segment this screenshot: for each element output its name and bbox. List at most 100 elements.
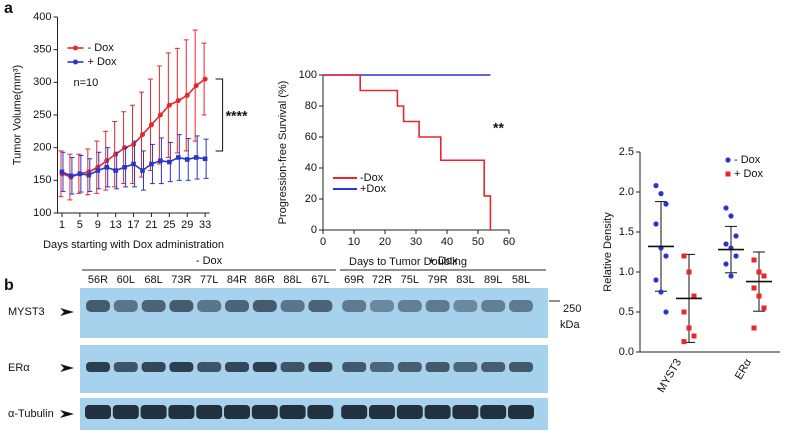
band <box>509 362 533 372</box>
legend-label: + Dox <box>734 168 764 180</box>
point <box>663 309 669 315</box>
annotation: ** <box>493 120 504 136</box>
lane-label: 86R <box>255 274 275 286</box>
lane-label: 60L <box>117 274 135 286</box>
x-tick-label: 0 <box>320 236 326 248</box>
x-tick-label: 20 <box>379 236 391 248</box>
point <box>184 92 190 98</box>
lane-label: 58L <box>512 274 530 286</box>
y-tick-label: 250 <box>33 109 51 121</box>
point <box>193 155 199 160</box>
point <box>756 269 762 275</box>
band <box>280 300 305 312</box>
x-tick-label: 17 <box>127 219 139 231</box>
y-tick-label: 1.0 <box>619 266 634 278</box>
point <box>733 233 739 239</box>
legend-label: +Dox <box>360 183 386 195</box>
point <box>751 325 757 331</box>
point <box>728 213 734 219</box>
lane-label: 73R <box>171 274 191 286</box>
y-tick-label: 20 <box>305 193 317 205</box>
legend-marker <box>73 59 78 65</box>
y-tick-label: 0 <box>311 224 317 236</box>
survival-line <box>323 74 492 230</box>
point <box>691 293 697 299</box>
point <box>113 168 118 173</box>
lane-label: 69R <box>344 274 364 286</box>
x-axis-label: Days to Tumor Doubling <box>349 256 467 268</box>
point <box>751 257 757 263</box>
band <box>425 300 450 312</box>
point <box>104 158 110 164</box>
band <box>251 405 278 419</box>
band <box>425 362 450 372</box>
band <box>397 362 422 372</box>
row-label: α-Tubulin <box>8 408 54 420</box>
y-tick-label: 1.5 <box>619 226 634 238</box>
x-tick-label: 5 <box>77 219 83 231</box>
band <box>252 362 277 372</box>
lane-label: 88L <box>283 274 301 286</box>
x-tick-label: 29 <box>181 219 193 231</box>
point <box>193 83 199 89</box>
point <box>104 164 110 170</box>
lane-label: 56R <box>88 274 108 286</box>
x-tick-label: 25 <box>163 219 175 231</box>
band <box>140 405 167 419</box>
x-tick-label: 50 <box>472 236 484 248</box>
point <box>184 157 190 162</box>
band <box>168 405 195 419</box>
lane-label: 75L <box>401 274 419 286</box>
band <box>279 405 306 419</box>
band <box>453 300 478 312</box>
band <box>342 300 367 312</box>
point <box>149 161 154 167</box>
point <box>681 339 687 345</box>
y-axis-label: Relative Density <box>602 212 614 292</box>
legend-marker <box>725 157 731 163</box>
point <box>728 273 734 279</box>
lane-label: 79R <box>428 274 448 286</box>
band <box>224 405 250 419</box>
arrow <box>60 364 74 372</box>
band <box>86 300 110 312</box>
band <box>397 300 422 312</box>
point <box>663 201 669 207</box>
band <box>196 405 223 419</box>
band <box>509 300 533 312</box>
band <box>280 362 305 372</box>
legend-label: - Dox <box>734 154 761 166</box>
band <box>85 405 111 419</box>
y-tick-label: 40 <box>305 162 317 174</box>
point <box>167 159 172 165</box>
band <box>141 300 166 312</box>
band <box>424 405 451 419</box>
x-tick-label: 1 <box>59 219 65 231</box>
band <box>341 405 368 419</box>
point <box>653 183 659 189</box>
point <box>139 132 145 138</box>
point <box>751 285 757 291</box>
point <box>77 171 83 177</box>
point <box>686 325 692 331</box>
point <box>202 156 208 162</box>
y-tick-label: 2.5 <box>619 146 634 158</box>
band <box>197 300 222 312</box>
point <box>175 155 181 160</box>
point <box>148 122 154 128</box>
band <box>370 362 394 372</box>
point <box>68 173 74 179</box>
point <box>723 261 729 267</box>
x-tick-label: 13 <box>110 219 122 231</box>
band <box>113 300 138 312</box>
marker-unit: kDa <box>560 319 580 331</box>
point <box>131 161 136 167</box>
x-axis-label: Days starting with Dox administration <box>43 239 224 251</box>
lane-label: 67L <box>311 274 329 286</box>
point <box>756 293 762 299</box>
band <box>86 362 110 372</box>
y-tick-label: 400 <box>33 11 51 23</box>
arrow <box>60 410 74 418</box>
y-tick-label: 200 <box>33 142 51 154</box>
band <box>396 405 423 419</box>
